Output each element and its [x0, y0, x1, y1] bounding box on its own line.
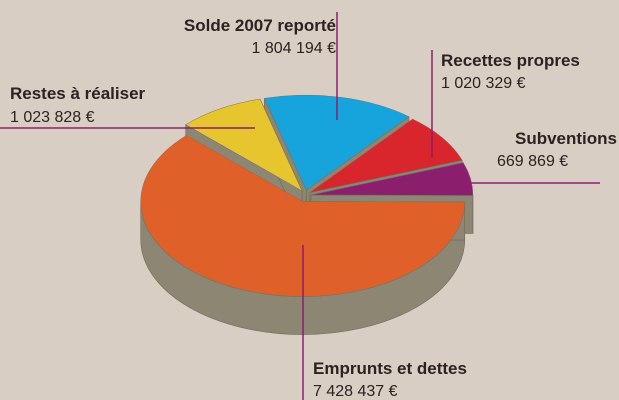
slice-value: 1 023 828 €: [10, 109, 95, 126]
slice: [263, 94, 410, 191]
slice: [185, 98, 303, 192]
slice-label: Subventions: [515, 129, 617, 148]
pie: [140, 94, 474, 335]
slice-value: 1 020 329 €: [441, 75, 526, 92]
slice-value: 669 869 €: [497, 153, 568, 170]
slice-label: Recettes propres: [441, 51, 580, 70]
slice: [309, 118, 463, 193]
slice-value: 7 428 437 €: [313, 383, 398, 400]
slice: [310, 162, 474, 196]
slice-value: 1 804 194 €: [251, 40, 336, 57]
slice-label: Solde 2007 reporté: [184, 16, 336, 35]
slice-label: Emprunts et dettes: [313, 359, 467, 378]
slice: [140, 135, 465, 297]
slice-label: Restes à réaliser: [10, 84, 146, 103]
pie-tops: [140, 94, 474, 297]
